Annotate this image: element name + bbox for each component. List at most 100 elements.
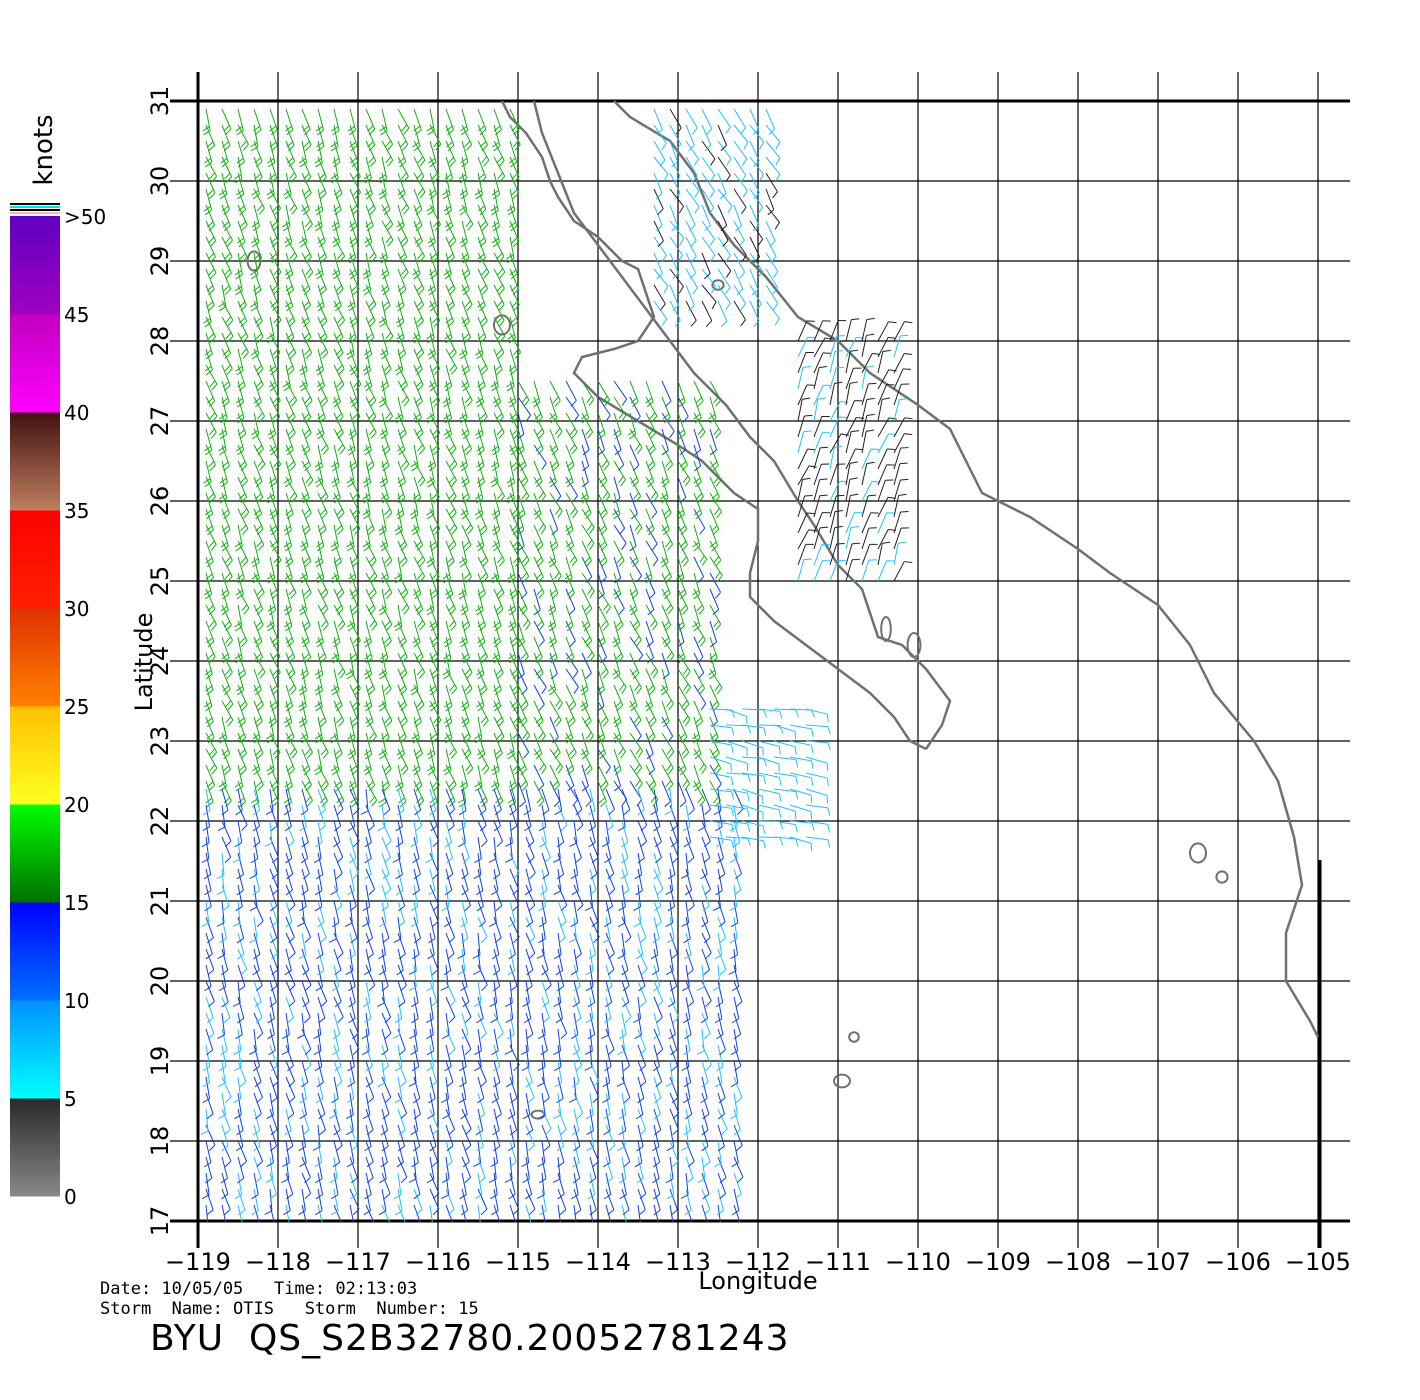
wind-barb — [797, 384, 815, 406]
wind-barb — [757, 836, 784, 846]
wind-barb — [525, 884, 536, 912]
wind-barb — [773, 740, 797, 755]
wind-barb — [605, 788, 615, 816]
wind-barb — [330, 748, 340, 776]
wind-barb — [557, 900, 567, 928]
wind-barb — [269, 652, 281, 679]
wind-barb — [525, 820, 535, 848]
wind-barb — [461, 732, 472, 760]
wind-barb — [285, 380, 298, 407]
wind-barb — [698, 804, 706, 832]
wind-barb — [283, 508, 292, 536]
wind-barb — [349, 668, 361, 695]
wind-barb — [565, 588, 576, 616]
wind-barb — [507, 556, 516, 584]
wind-barb — [568, 916, 577, 943]
storm-line: Storm Name: OTIS Storm Number: 15 — [100, 1299, 479, 1319]
wind-barb — [333, 836, 344, 864]
wind-barb — [521, 1140, 530, 1167]
wind-barb — [445, 124, 455, 152]
wind-barb — [395, 764, 404, 792]
wind-barb — [547, 668, 557, 696]
wind-barb — [253, 300, 263, 328]
wind-barb — [474, 1044, 482, 1072]
wind-barb — [893, 462, 908, 486]
wind-barb — [733, 108, 746, 135]
wind-barb — [237, 700, 246, 728]
colorbar-stripe — [10, 203, 60, 205]
wind-barb — [493, 788, 502, 816]
wind-barb — [797, 365, 811, 390]
wind-barb — [426, 1044, 435, 1072]
wind-barb — [635, 932, 644, 960]
wind-barb — [813, 384, 832, 406]
wind-barb — [349, 156, 361, 183]
wind-barb — [365, 716, 377, 743]
wind-barb — [517, 780, 526, 808]
wind-barb — [617, 900, 626, 928]
wind-barb — [397, 884, 406, 912]
wind-barb — [397, 1108, 406, 1136]
wind-barb — [397, 428, 406, 456]
wind-barb — [332, 1012, 341, 1040]
wind-barb — [427, 932, 435, 960]
wind-barb — [459, 764, 469, 792]
wind-barb — [267, 412, 277, 440]
wind-barb — [477, 1188, 488, 1216]
wind-barb — [253, 900, 264, 928]
wind-barb — [476, 444, 485, 472]
wind-barb — [237, 508, 249, 535]
wind-barb — [346, 332, 355, 360]
wind-barb — [314, 1188, 323, 1216]
wind-barb — [445, 1188, 455, 1216]
wind-barb — [861, 448, 880, 470]
wind-barb — [506, 732, 516, 760]
wind-barb — [445, 1124, 454, 1152]
wind-barb — [507, 588, 517, 616]
wind-barb — [253, 1140, 264, 1168]
wind-barb — [365, 108, 376, 136]
wind-barb — [361, 1012, 370, 1040]
wind-barb — [235, 348, 244, 376]
wind-barb — [397, 716, 407, 744]
wind-barb — [621, 1044, 631, 1072]
wind-barb — [365, 588, 376, 616]
colorbar-tick-label: >50 — [64, 205, 106, 229]
wind-barb — [349, 492, 361, 519]
wind-barb — [573, 1124, 581, 1152]
wind-barb — [203, 572, 213, 600]
wind-barb — [669, 300, 681, 327]
wind-barb — [645, 396, 658, 423]
wind-barb — [589, 1204, 594, 1222]
wind-barb — [363, 428, 372, 456]
wind-barb — [410, 900, 419, 928]
lon-tick-label: −105 — [1285, 1248, 1351, 1276]
wind-barb — [378, 380, 387, 408]
wind-barb — [565, 748, 575, 776]
wind-barb — [461, 668, 473, 695]
wind-barb — [285, 636, 296, 664]
wind-barb — [522, 1092, 531, 1120]
wind-barb — [269, 252, 282, 279]
wind-barb — [217, 804, 226, 832]
wind-barb — [533, 764, 545, 791]
wind-barb — [669, 804, 678, 832]
wind-barb — [266, 748, 275, 776]
wind-barb — [477, 900, 486, 928]
lat-tick-label: 23 — [146, 726, 174, 757]
wind-barb — [313, 1028, 322, 1056]
wind-barb — [381, 1204, 391, 1222]
wind-barb — [570, 948, 579, 976]
wind-barb — [328, 916, 337, 943]
wind-barb — [282, 204, 291, 232]
wind-barb — [653, 1076, 662, 1104]
wind-barb — [378, 588, 387, 616]
colorbar-tick-label: 15 — [64, 891, 89, 915]
wind-barb — [533, 636, 543, 664]
wind-barb — [285, 916, 295, 944]
lat-tick-label: 29 — [146, 246, 174, 277]
wind-barb — [205, 620, 215, 648]
wind-barb — [522, 980, 530, 1008]
wind-barb — [378, 684, 387, 712]
wind-barb — [669, 108, 682, 135]
